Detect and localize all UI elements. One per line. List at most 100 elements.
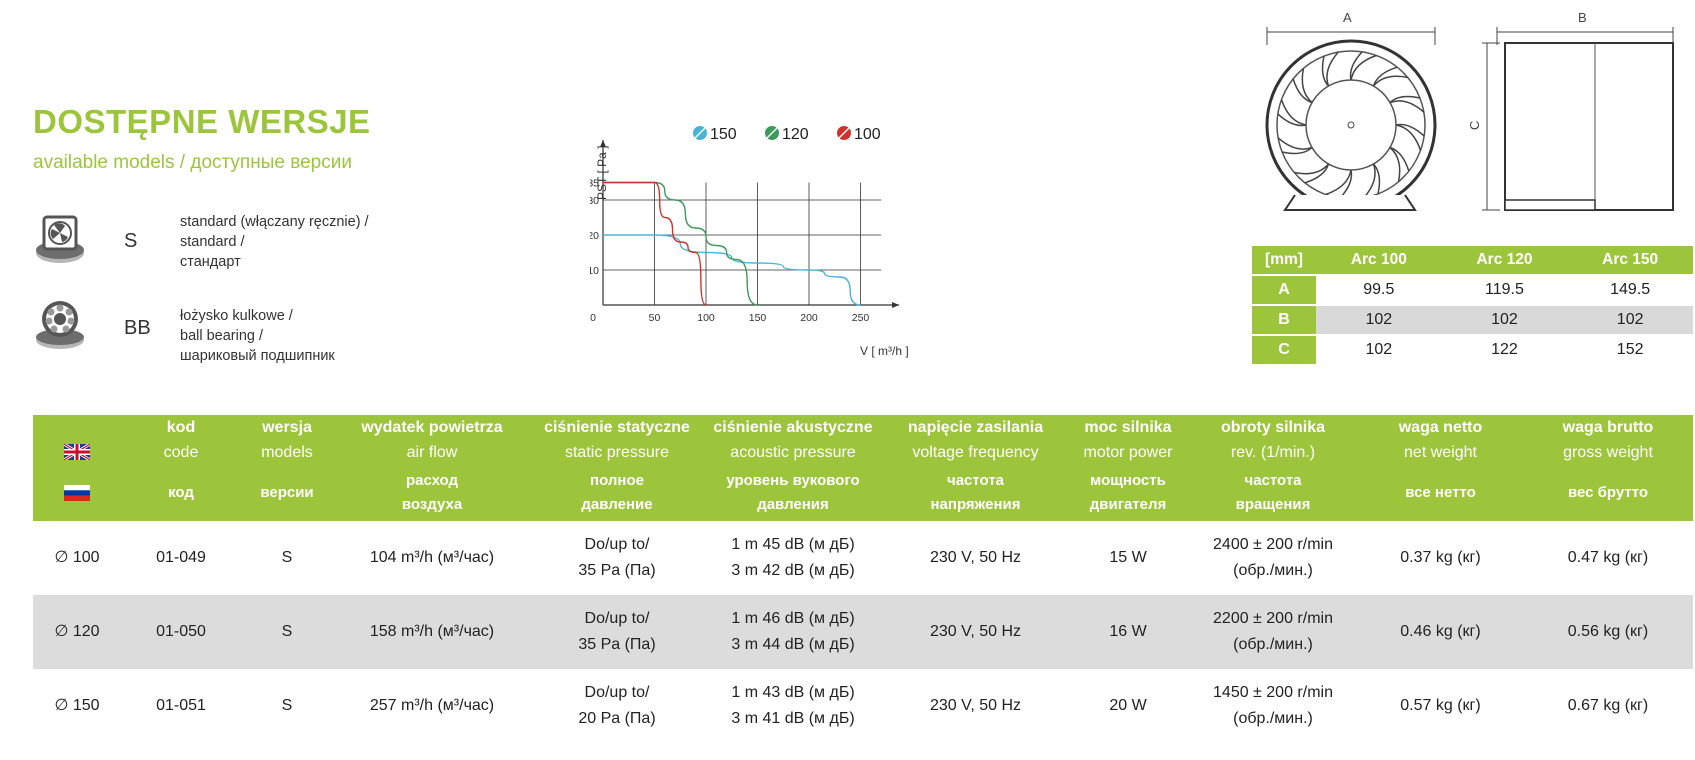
x-axis-arrow bbox=[892, 302, 900, 308]
pressure-flow-chart: 10 20 30 35 0 50 100 150 200 250 150 120 100 V [ m³… bbox=[590, 126, 909, 358]
fan-blade bbox=[1277, 113, 1307, 127]
cell-rev: 1450 ± 200 r/min (обр./мин.) bbox=[1213, 684, 1333, 727]
chart-y-label: PST [ Pa ] bbox=[595, 146, 609, 200]
header-ru: частота напряжения bbox=[883, 465, 1068, 521]
header-ru: все нетто bbox=[1358, 465, 1523, 521]
header-en: models bbox=[241, 440, 333, 465]
header-pl: kod bbox=[121, 415, 241, 440]
cell-pressure: Do/up to/35 Pa (Па) bbox=[578, 536, 656, 579]
cell-pressure: Do/up to/35 Pa (Па) bbox=[531, 595, 703, 669]
legend-diameter-icon bbox=[838, 127, 850, 139]
legend-diameter-icon bbox=[766, 127, 778, 139]
fan-blade bbox=[1304, 163, 1330, 184]
dimension-drawing: A B C bbox=[1265, 10, 1674, 211]
header-pl: waga brutto bbox=[1523, 415, 1693, 440]
ball-bearing-icon bbox=[32, 298, 88, 354]
fan-blade bbox=[1372, 75, 1408, 87]
cell-power: 15 W bbox=[1109, 549, 1147, 566]
header-en: acoustic pressure bbox=[703, 440, 883, 465]
cell-voltage: 230 V, 50 Hz bbox=[929, 549, 1022, 566]
ru-flag-icon bbox=[64, 485, 90, 502]
fan-blade bbox=[1321, 55, 1330, 87]
y-tick-label: 10 bbox=[590, 265, 599, 277]
header-en: air flow bbox=[333, 440, 531, 465]
fan-blades-icon bbox=[1277, 51, 1425, 199]
fan-blade bbox=[1326, 51, 1339, 87]
header-en: voltage frequency bbox=[883, 440, 1068, 465]
cell-net: 0.37 kg (кг) bbox=[1400, 549, 1481, 566]
cell-voltage: 230 V, 50 Hz bbox=[929, 697, 1022, 714]
version-desc-s: standard (włączany ręcznie) / standard /… bbox=[180, 214, 369, 270]
header-pl: waga netto bbox=[1358, 415, 1523, 440]
cell-acoustic: 1 m 46 dB (м дБ) 3 m 44 dB (м дБ) bbox=[703, 595, 883, 669]
dims-row: C 102 122 152 bbox=[1252, 336, 1693, 364]
cell-size: ∅ 100 bbox=[54, 549, 100, 566]
header-pl: napięcie zasilania bbox=[883, 415, 1068, 440]
chart-x-label: V [ m³/h ] bbox=[860, 344, 909, 358]
y-tick-label: 20 bbox=[590, 230, 599, 242]
header-ru: расход воздуха bbox=[333, 465, 531, 521]
cell-pressure: Do/up to/20 Pa (Па) bbox=[578, 684, 656, 727]
header-pl: wydatek powietrza bbox=[333, 415, 531, 440]
y-axis-arrow bbox=[600, 140, 606, 147]
header-pl: wersja bbox=[241, 415, 333, 440]
cell-kod: 01-051 bbox=[156, 697, 206, 714]
dims-header: [mm] bbox=[1252, 246, 1316, 274]
cell-kod: 01-049 bbox=[156, 549, 206, 566]
header-en: rev. (1/min.) bbox=[1188, 440, 1358, 465]
cell-gross: 0.56 kg (кг) bbox=[1523, 595, 1693, 669]
fan-blade bbox=[1294, 163, 1330, 175]
fan-blade bbox=[1350, 54, 1377, 81]
series-line-150 bbox=[603, 234, 861, 306]
header-en: gross weight bbox=[1523, 440, 1693, 465]
spec-table: kod wersja wydatek powietrza ciśnienie stat… bbox=[33, 415, 1693, 743]
fan-blade bbox=[1281, 146, 1313, 155]
fan-blade bbox=[1389, 95, 1421, 104]
header-ru: уровень вукового давления bbox=[703, 465, 883, 521]
fan-icon bbox=[32, 213, 88, 269]
cell-rev: 2200 ± 200 r/min (обр./мин.) bbox=[1188, 595, 1358, 669]
dims-row: A 99.5 119.5 149.5 bbox=[1252, 276, 1693, 304]
fan-blade bbox=[1389, 146, 1401, 182]
page-title: DOSTĘPNE WERSJE bbox=[33, 103, 371, 140]
cell-flow: 104 m³/h (м³/час) bbox=[369, 549, 495, 566]
legend-label-100: 100 bbox=[854, 126, 881, 143]
header-ru: мощность двигателя bbox=[1068, 465, 1188, 521]
cell-size: ∅ 150 bbox=[54, 697, 100, 714]
cell-rev: 2400 ± 200 r/min (обр./мин.) bbox=[1213, 536, 1333, 579]
dims-header: Arc 120 bbox=[1441, 246, 1568, 274]
dims-row: B 102 102 102 bbox=[1252, 306, 1693, 334]
fan-blade bbox=[1301, 68, 1313, 104]
header-pl: moc silnika bbox=[1068, 415, 1188, 440]
cell-gross: 0.47 kg (кг) bbox=[1567, 549, 1649, 566]
fan-blade bbox=[1389, 100, 1425, 113]
version-desc-bb: łożysko kulkowe / ball bearing / шариков… bbox=[180, 308, 335, 364]
fan-blade bbox=[1389, 146, 1410, 172]
x-tick-label: 200 bbox=[800, 312, 818, 324]
x-tick-label: 50 bbox=[649, 312, 661, 324]
cell-wersja: S bbox=[281, 549, 293, 566]
cell-kod: 01-050 bbox=[121, 595, 241, 669]
page-subtitle: available models / доступные версии bbox=[33, 152, 352, 173]
legend-label-150: 150 bbox=[710, 126, 737, 143]
cell-net: 0.46 kg (кг) bbox=[1358, 595, 1523, 669]
x-tick-label: 150 bbox=[749, 312, 767, 324]
header-pl: ciśnienie akustyczne bbox=[703, 415, 883, 440]
fan-blade bbox=[1280, 99, 1307, 126]
header-en: static pressure bbox=[531, 440, 703, 465]
header-pl: ciśnienie statyczne bbox=[531, 415, 703, 440]
cell-power: 16 W bbox=[1068, 595, 1188, 669]
y-tick-label: 30 bbox=[590, 195, 599, 207]
x-tick-label: 100 bbox=[697, 312, 715, 324]
table-row: ∅ 120 01-050 S 158 m³/h (м³/час) Do/up to/35… bbox=[33, 595, 1693, 669]
cell-gross: 0.67 kg (кг) bbox=[1567, 697, 1649, 714]
fan-blade bbox=[1372, 163, 1381, 195]
x-tick-label: 250 bbox=[852, 312, 870, 324]
fan-blade bbox=[1395, 123, 1425, 137]
chart-ticks: 10 20 30 35 0 50 100 150 200 250 bbox=[590, 178, 869, 325]
y-tick-label: 35 bbox=[590, 178, 599, 190]
chart-axes bbox=[600, 140, 900, 308]
chart-grid bbox=[603, 182, 882, 305]
dims-header: Arc 100 bbox=[1316, 246, 1442, 274]
cell-power: 20 W bbox=[1109, 697, 1147, 714]
